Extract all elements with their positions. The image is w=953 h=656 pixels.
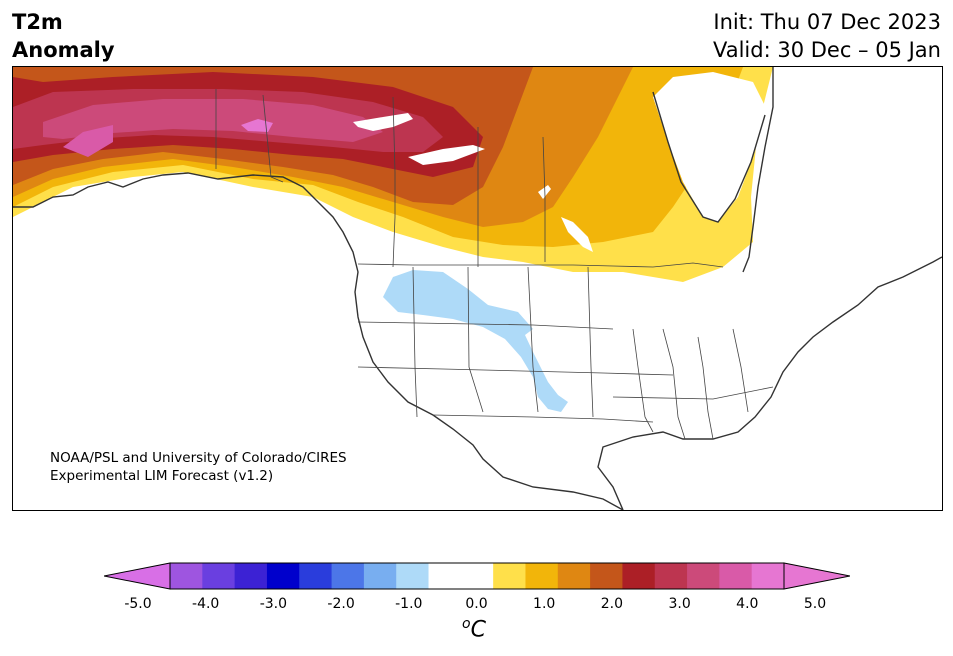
colorbar-tick-label: 5.0 — [803, 596, 827, 612]
colorbar-segment — [331, 563, 365, 589]
colorbar-segment — [460, 563, 494, 589]
colorbar-segment — [170, 563, 203, 589]
colorbar-tick-label: 0.0 — [465, 596, 488, 612]
colorbar-segment — [363, 563, 397, 589]
colorbar-tick-label: 2.0 — [600, 596, 624, 612]
colorbar-segment — [687, 563, 720, 589]
variable-title: T2m Anomaly — [12, 8, 115, 64]
lake-athabasca-region — [408, 145, 485, 165]
colorbar-tick-label: -2.0 — [327, 596, 355, 612]
unit-base: C — [470, 617, 486, 643]
date-title: Init: Thu 07 Dec 2023 Valid: 30 Dec – 05… — [713, 8, 941, 64]
coastlines — [13, 67, 942, 510]
anomaly-map — [13, 67, 942, 510]
political-borders — [215, 89, 774, 440]
colorbar-segment — [202, 563, 236, 589]
credit-line1: NOAA/PSL and University of Colorado/CIRE… — [50, 450, 347, 466]
colorbar-segment — [493, 563, 526, 589]
anomaly-band-4p0 — [43, 99, 383, 142]
cold-anomaly-region — [383, 270, 568, 412]
variable-title-line2: Anomaly — [12, 38, 115, 62]
great-slave-lake — [353, 113, 413, 131]
anomaly-band-5p0 — [241, 119, 273, 132]
colorbar-tick-label: 3.0 — [668, 596, 691, 612]
colorbar-segment — [396, 563, 430, 589]
colorbar-segment — [590, 563, 623, 589]
colorbar-svg — [103, 562, 851, 590]
colorbar-tick-label: -4.0 — [192, 596, 220, 612]
init-date: Init: Thu 07 Dec 2023 — [713, 10, 941, 34]
unit-superscript: o — [462, 616, 471, 632]
anomaly-band-4p5 — [63, 125, 113, 157]
colorbar-arrow-low — [103, 562, 171, 590]
colorbar-unit: oC — [462, 616, 486, 642]
colorbar-tick-label: 1.0 — [533, 596, 556, 612]
colorbar-segment — [525, 563, 559, 589]
lake-manitoba — [561, 217, 593, 252]
colorbar — [103, 562, 851, 590]
colorbar-tick-label: -5.0 — [124, 596, 152, 612]
colorbar-segment — [719, 563, 753, 589]
colorbar-segment — [266, 563, 300, 589]
colorbar-segment — [428, 563, 462, 589]
colorbar-segment — [299, 563, 333, 589]
colorbar-tick-label: 4.0 — [736, 596, 759, 612]
colorbar-segment — [751, 563, 785, 589]
colorbar-segment — [557, 563, 591, 589]
colorbar-tick-label: -3.0 — [259, 596, 288, 612]
hudson-bay — [653, 72, 768, 222]
variable-title-line1: T2m — [12, 10, 63, 34]
valid-date: Valid: 30 Dec – 05 Jan — [712, 38, 941, 62]
colorbar-segment — [622, 563, 656, 589]
colorbar-ticks: -5.0 -4.0 -3.0 -2.0 -1.0 0.0 1.0 2.0 3.0 4.0 5.0 — [0, 596, 953, 616]
credit-line2: Experimental LIM Forecast (v1.2) — [50, 468, 274, 484]
map-panel: NOAA/PSL and University of Colorado/CIRE… — [12, 66, 943, 511]
colorbar-frame — [169, 562, 785, 590]
colorbar-segment — [654, 563, 688, 589]
colorbar-arrow-high — [783, 562, 851, 590]
credit-text: NOAA/PSL and University of Colorado/CIRE… — [50, 449, 347, 485]
colorbar-segment — [234, 563, 268, 589]
colorbar-tick-label: -1.0 — [395, 596, 423, 612]
